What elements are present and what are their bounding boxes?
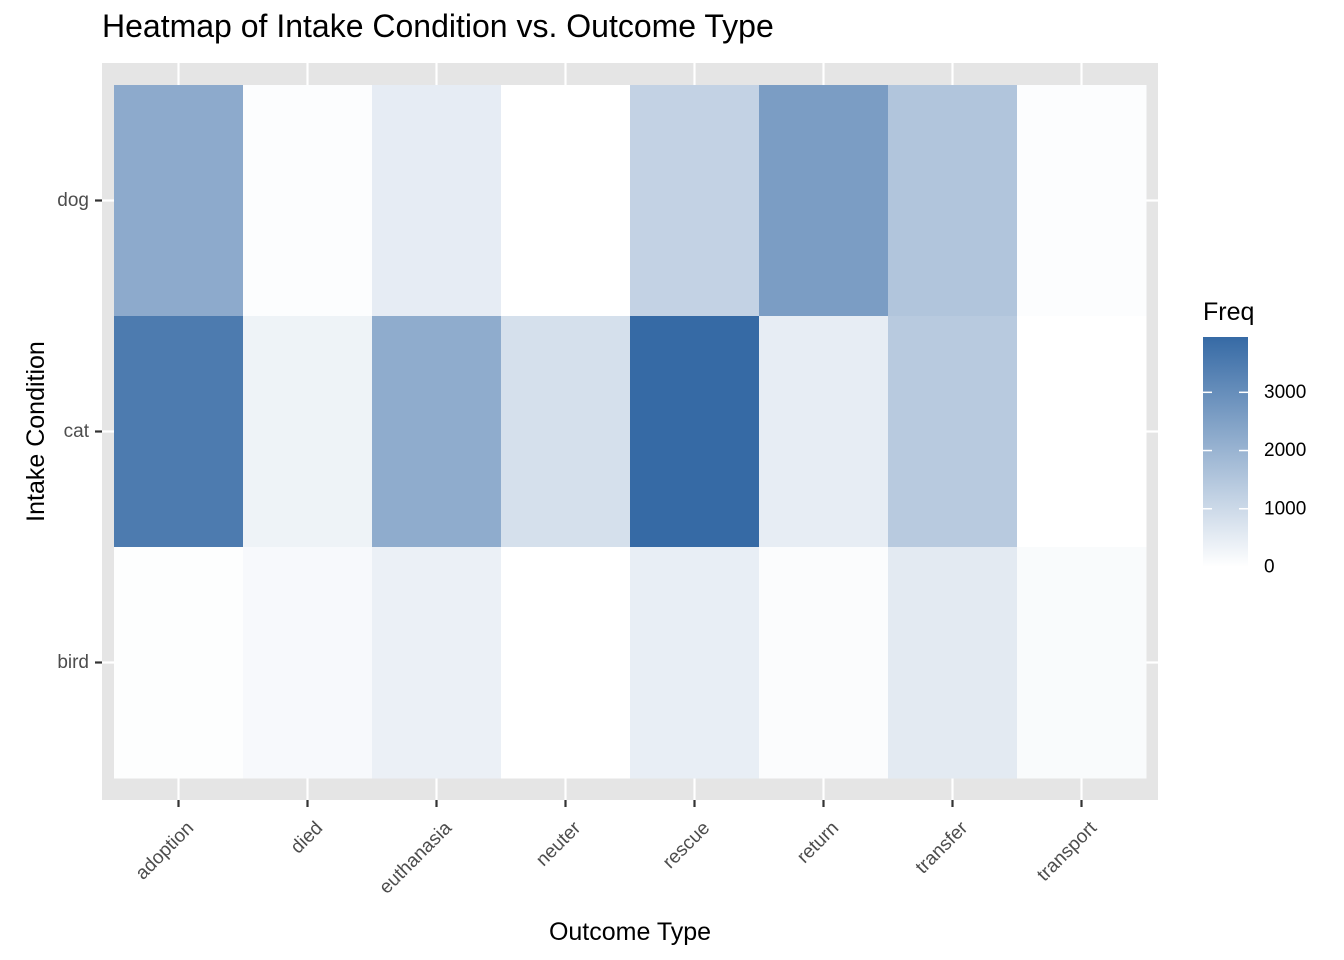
legend-colorbar xyxy=(1203,337,1248,567)
heatmap-cell-cat-transfer xyxy=(888,316,1018,548)
x-tick-label: transfer xyxy=(912,817,973,878)
legend-title: Freq xyxy=(1203,298,1254,326)
y-tick-label: bird xyxy=(57,652,89,673)
x-tick-label: rescue xyxy=(659,818,714,873)
heatmap-cell-dog-neuter xyxy=(501,85,631,317)
heatmap-cell-cat-neuter xyxy=(501,316,631,548)
x-tick-label: transport xyxy=(1033,817,1101,885)
heatmap-cell-cat-died xyxy=(243,316,373,548)
x-axis-title: Outcome Type xyxy=(549,918,711,946)
y-tick-label: dog xyxy=(57,190,89,211)
heatmap-cell-dog-transfer xyxy=(888,85,1018,317)
heatmap-cell-dog-return xyxy=(759,85,889,317)
heatmap-cell-cat-rescue xyxy=(630,316,760,548)
heatmap-cell-bird-transfer xyxy=(888,547,1018,779)
heatmap-cells xyxy=(114,85,1147,779)
heatmap-cell-dog-adoption xyxy=(114,85,244,317)
legend: Freq 0 1000 2000 3000 xyxy=(1203,298,1306,578)
heatmap-cell-bird-died xyxy=(243,547,373,779)
legend-tick-label: 2000 xyxy=(1264,440,1306,461)
heatmap-cell-bird-rescue xyxy=(630,547,760,779)
heatmap-cell-bird-euthanasia xyxy=(372,547,502,779)
heatmap-cell-bird-transport xyxy=(1017,547,1147,779)
y-tick-label: cat xyxy=(64,421,90,442)
y-axis-title: Intake Condition xyxy=(22,341,50,522)
x-axis: adoption died euthanasia neuter rescue return… xyxy=(132,800,1102,898)
x-tick-label: died xyxy=(287,818,327,858)
heatmap-cell-dog-transport xyxy=(1017,85,1147,317)
heatmap-cell-bird-adoption xyxy=(114,547,244,779)
heatmap-cell-dog-died xyxy=(243,85,373,317)
heatmap-cell-cat-euthanasia xyxy=(372,316,502,548)
heatmap-cell-bird-return xyxy=(759,547,889,779)
heatmap-cell-cat-transport xyxy=(1017,316,1147,548)
heatmap-cell-bird-neuter xyxy=(501,547,631,779)
legend-tick-label: 0 xyxy=(1264,557,1275,578)
x-tick-label: neuter xyxy=(532,817,585,870)
y-axis: dog cat bird xyxy=(57,190,102,673)
heatmap-cell-dog-euthanasia xyxy=(372,85,502,317)
heatmap-cell-dog-rescue xyxy=(630,85,760,317)
x-tick-label: return xyxy=(793,818,843,868)
chart-title: Heatmap of Intake Condition vs. Outcome … xyxy=(102,8,774,44)
legend-tick-label: 1000 xyxy=(1264,498,1306,519)
heatmap-cell-cat-adoption xyxy=(114,316,244,548)
x-tick-label: euthanasia xyxy=(375,817,456,898)
x-tick-label: adoption xyxy=(132,818,198,884)
heatmap-cell-cat-return xyxy=(759,316,889,548)
legend-tick-label: 3000 xyxy=(1264,382,1306,403)
